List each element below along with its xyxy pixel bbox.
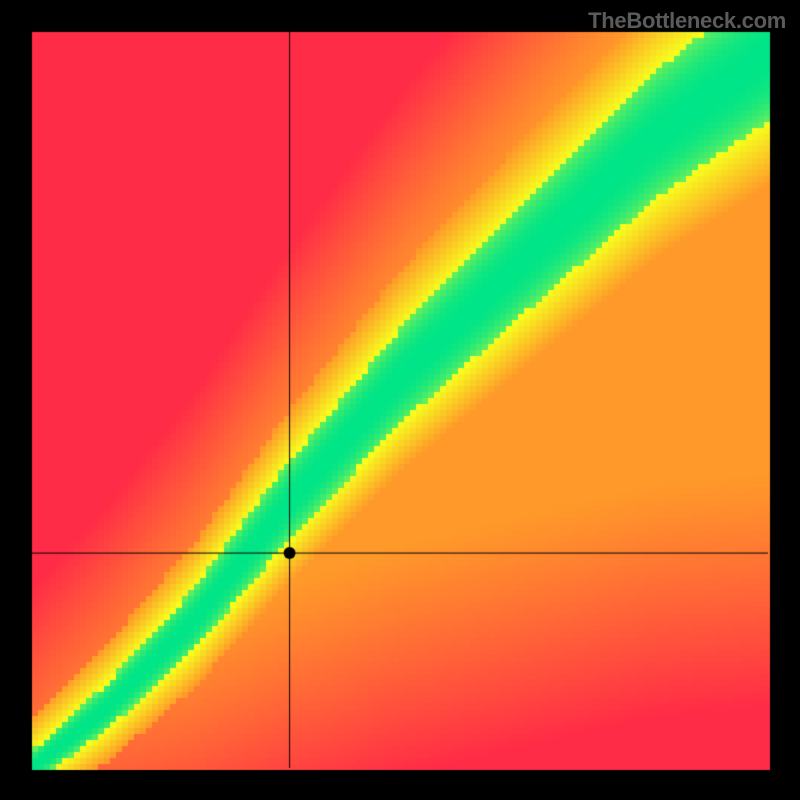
watermark: TheBottleneck.com bbox=[588, 8, 786, 34]
bottleneck-heatmap bbox=[0, 0, 800, 800]
